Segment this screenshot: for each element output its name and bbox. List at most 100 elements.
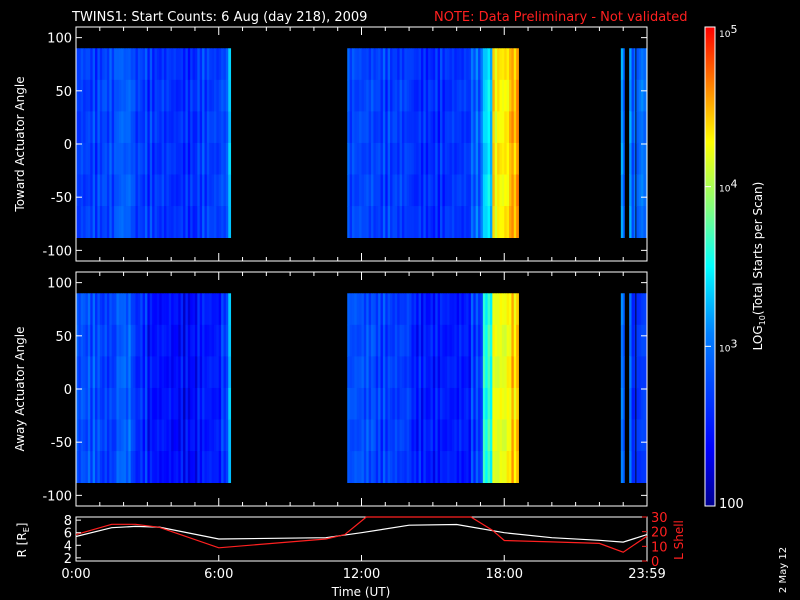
heatmap-cell xyxy=(123,356,127,389)
heatmap-cell xyxy=(456,324,460,357)
heatmap-cell xyxy=(397,142,400,175)
heatmap-cell xyxy=(425,111,429,144)
heatmap-cell xyxy=(99,451,103,483)
heatmap-cell xyxy=(92,419,96,452)
heatmap-cell xyxy=(92,356,96,389)
heatmap-cell xyxy=(409,48,412,81)
heatmap-cell xyxy=(173,206,177,238)
heatmap-cell xyxy=(509,387,512,420)
heatmap-cell xyxy=(428,142,431,175)
heatmap-cell xyxy=(638,206,642,238)
heatmap-cell xyxy=(175,387,179,420)
heatmap-cell xyxy=(504,356,508,389)
heatmap-cell xyxy=(509,419,512,452)
heatmap-cell xyxy=(387,142,391,175)
heatmap-cell xyxy=(190,79,193,112)
heatmap-cell xyxy=(175,174,179,207)
heatmap-cell xyxy=(454,79,458,112)
heatmap-cell xyxy=(485,206,488,238)
heatmap-cell xyxy=(428,174,431,207)
heatmap-cell xyxy=(347,293,351,326)
heatmap-cell xyxy=(349,324,353,357)
heatmap-cell xyxy=(516,419,519,452)
heatmap-cell xyxy=(159,48,163,81)
heatmap-cell xyxy=(629,142,632,175)
heatmap-cell xyxy=(501,142,505,175)
heatmap-cell xyxy=(83,48,86,81)
heatmap-cell xyxy=(636,419,640,452)
heatmap-cell xyxy=(470,451,474,483)
heatmap-cell xyxy=(190,293,193,326)
heatmap-cell xyxy=(513,356,517,389)
heatmap-cell xyxy=(118,419,122,452)
heatmap-cell xyxy=(487,356,491,389)
heatmap-cell xyxy=(180,111,184,144)
heatmap-cell xyxy=(425,174,429,207)
heatmap-cell xyxy=(147,451,151,483)
heatmap-cell xyxy=(366,48,370,81)
heatmap-cell xyxy=(133,111,136,144)
heatmap-cell xyxy=(404,356,408,389)
heatmap-cell xyxy=(90,356,94,389)
heatmap-cell xyxy=(130,48,134,81)
heatmap-cell xyxy=(459,387,462,420)
heatmap-cell xyxy=(152,419,155,452)
heatmap-cell xyxy=(180,387,184,420)
heatmap-cell xyxy=(456,387,460,420)
heatmap-cell xyxy=(501,111,505,144)
heatmap-cell xyxy=(180,174,184,207)
heatmap-cell xyxy=(494,48,498,81)
heatmap-cell xyxy=(631,111,635,144)
heatmap-cell xyxy=(482,293,486,326)
heatmap-cell xyxy=(451,48,455,81)
heatmap-cell xyxy=(180,293,184,326)
heatmap-cell xyxy=(504,111,508,144)
heatmap-cell xyxy=(133,387,136,420)
heatmap-cell xyxy=(643,356,647,389)
heatmap-cell xyxy=(428,451,431,483)
heatmap-cell xyxy=(95,79,98,112)
heatmap-cell xyxy=(147,387,151,420)
heatmap-cell xyxy=(371,48,374,81)
heatmap-cell xyxy=(192,206,196,238)
heatmap-cell xyxy=(121,79,124,112)
heatmap-cell xyxy=(97,206,101,238)
heatmap-cell xyxy=(121,111,124,144)
heatmap-cell xyxy=(159,174,163,207)
heatmap-cell xyxy=(152,356,155,389)
heatmap-cell xyxy=(133,293,136,326)
heatmap-cell xyxy=(128,206,132,238)
heatmap-cell xyxy=(164,293,167,326)
heatmap-cell xyxy=(76,356,79,389)
heatmap-cell xyxy=(209,356,213,389)
heatmap-cell xyxy=(178,174,182,207)
heatmap-cell xyxy=(114,142,117,175)
heatmap-cell xyxy=(485,79,488,112)
heatmap-cell xyxy=(449,174,453,207)
heatmap-cell xyxy=(451,451,455,483)
heatmap-cell xyxy=(206,48,210,81)
heatmap-cell xyxy=(466,79,469,112)
heatmap-cell xyxy=(145,356,148,389)
heatmap-cell xyxy=(501,293,505,326)
heatmap-cell xyxy=(638,48,642,81)
heatmap-cell xyxy=(92,387,96,420)
heatmap-cell xyxy=(516,206,519,238)
heatmap-cell xyxy=(475,48,479,81)
heatmap-cell xyxy=(440,356,443,389)
heatmap-cell xyxy=(156,356,160,389)
heatmap-cell xyxy=(78,419,82,452)
heatmap-cell xyxy=(125,324,129,357)
heatmap-cell xyxy=(192,111,196,144)
heatmap-cell xyxy=(202,356,205,389)
heatmap-cell xyxy=(173,356,177,389)
heatmap-cell xyxy=(87,387,91,420)
heatmap-cell xyxy=(638,293,642,326)
heatmap-cell xyxy=(629,451,632,483)
heatmap-cell xyxy=(118,293,122,326)
heatmap-cell xyxy=(133,48,136,81)
heatmap-cell xyxy=(440,293,443,326)
heatmap-cell xyxy=(185,293,189,326)
